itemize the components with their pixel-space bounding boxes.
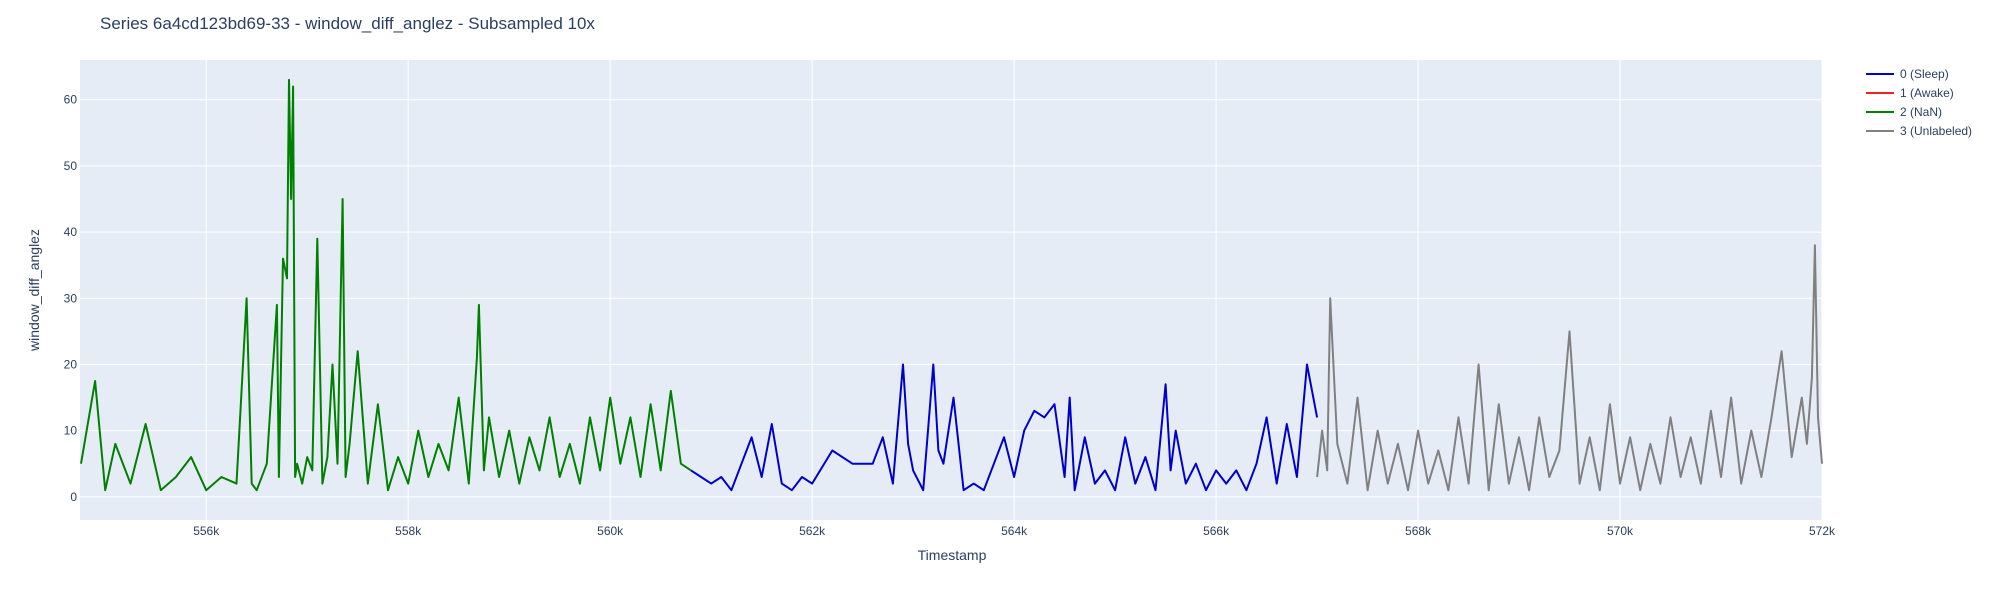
x-axis-ticks: 556k 558k 560k 562k 564k 566k 568k 570k 572k: [193, 524, 1836, 538]
x-tick-label: 566k: [1203, 524, 1230, 538]
y-tick-label: 30: [64, 291, 78, 305]
y-axis-ticks: 0 10 20 30 40 50 60: [64, 93, 78, 504]
x-tick-label: 564k: [1001, 524, 1028, 538]
y-tick-label: 40: [64, 225, 78, 239]
y-tick-label: 10: [64, 424, 78, 438]
series-line: [1316, 244, 1823, 492]
legend-label: 3 (Unlabeled): [1900, 124, 1972, 138]
legend: 0 (Sleep) 1 (Awake) 2 (NaN) 3 (Unlabeled): [1866, 67, 1972, 138]
x-axis-title: Timestamp: [918, 547, 987, 563]
y-tick-label: 50: [64, 159, 78, 173]
x-tick-label: 558k: [395, 524, 422, 538]
x-tick-label: 568k: [1405, 524, 1432, 538]
x-tick-label: 570k: [1607, 524, 1634, 538]
y-tick-label: 20: [64, 357, 78, 371]
x-tick-label: 560k: [597, 524, 624, 538]
x-tick-label: 562k: [799, 524, 826, 538]
legend-label: 0 (Sleep): [1900, 67, 1949, 81]
series-line: [80, 78, 692, 492]
chart-title: Series 6a4cd123bd69-33 - window_diff_ang…: [100, 14, 595, 33]
plot-area: [80, 60, 1822, 520]
x-tick-label: 572k: [1809, 524, 1836, 538]
legend-label: 1 (Awake): [1900, 86, 1954, 100]
legend-label: 2 (NaN): [1900, 105, 1942, 119]
y-tick-label: 60: [64, 93, 78, 107]
y-tick-label: 0: [70, 490, 77, 504]
series-line: [690, 363, 1319, 492]
grid-lines: [80, 60, 1823, 520]
series-lines: [80, 78, 1823, 492]
x-tick-label: 556k: [193, 524, 220, 538]
y-axis-title: window_diff_anglez: [26, 229, 42, 352]
